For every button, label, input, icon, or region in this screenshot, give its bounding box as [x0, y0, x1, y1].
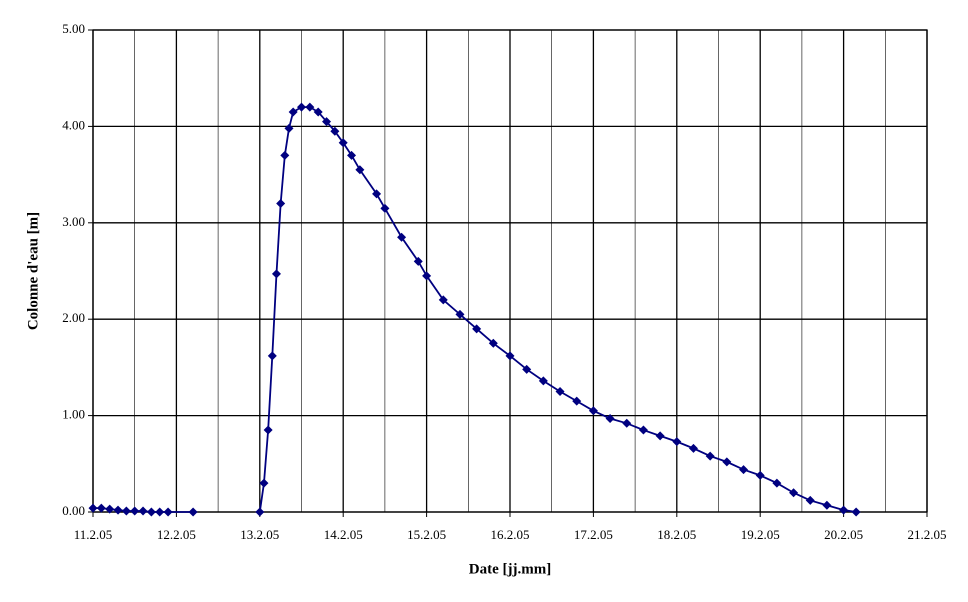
x-tick-label: 19.2.05 [741, 527, 780, 542]
data-point [555, 387, 565, 396]
data-point [130, 506, 140, 516]
data-point [472, 324, 482, 334]
x-tick-label: 13.2.05 [240, 527, 279, 542]
x-tick-label: 21.2.05 [908, 527, 947, 542]
y-tick-label: 2.00 [62, 310, 85, 325]
data-point [338, 138, 348, 148]
data-point [688, 443, 698, 453]
data-point [705, 451, 715, 461]
data-point [622, 418, 632, 428]
y-tick-label: 5.00 [62, 21, 85, 36]
data-point [313, 107, 323, 117]
y-axis-title: Colonne d'eau [m] [25, 212, 41, 330]
y-tick-label: 0.00 [62, 503, 85, 518]
x-tick-label: 18.2.05 [657, 527, 696, 542]
plot-frame [92, 29, 928, 513]
data-point [347, 150, 357, 160]
data-point [413, 256, 423, 266]
data-point [839, 505, 849, 515]
data-point [138, 506, 148, 516]
data-point [789, 488, 799, 498]
data-point [284, 123, 294, 133]
data-point [739, 465, 749, 475]
data-point [146, 507, 156, 517]
data-point [672, 437, 682, 447]
data-point [380, 203, 390, 213]
data-point [288, 107, 298, 117]
data-point [259, 478, 269, 488]
data-point [397, 232, 407, 242]
data-point [372, 189, 382, 199]
data-point [113, 505, 123, 515]
x-tick-label: 14.2.05 [324, 527, 363, 542]
data-point [297, 102, 306, 112]
x-tick-label: 15.2.05 [407, 527, 446, 542]
data-point [155, 507, 165, 517]
data-point [722, 457, 732, 467]
data-point [605, 413, 615, 423]
data-point [163, 507, 173, 517]
x-tick-label: 17.2.05 [574, 527, 613, 542]
data-point [330, 126, 340, 136]
data-point [638, 425, 648, 435]
data-point [755, 470, 765, 480]
data-point [96, 503, 106, 513]
data-point [488, 338, 498, 348]
data-point [280, 150, 290, 160]
data-point [88, 503, 98, 513]
y-tick-label: 4.00 [62, 117, 85, 132]
data-point [355, 165, 365, 175]
y-tick-label: 1.00 [62, 407, 85, 422]
data-point [305, 102, 315, 112]
data-point [455, 309, 465, 319]
x-tick-label: 20.2.05 [824, 527, 863, 542]
data-point [121, 506, 131, 516]
data-point [772, 478, 782, 488]
data-point [263, 425, 273, 435]
data-point [188, 507, 198, 517]
data-point [505, 351, 515, 361]
data-point [851, 507, 861, 517]
data-point [438, 295, 448, 305]
data-point [267, 351, 277, 361]
data-point [522, 364, 532, 374]
data-point [255, 507, 265, 517]
x-tick-label: 16.2.05 [491, 527, 530, 542]
data-point [271, 269, 281, 279]
data-point [572, 396, 582, 406]
data-point [538, 376, 548, 386]
data-point [276, 199, 286, 209]
x-tick-label: 11.2.05 [74, 527, 113, 542]
data-point [105, 504, 115, 514]
data-point [422, 271, 432, 281]
data-point [322, 117, 332, 127]
data-point [655, 431, 665, 441]
data-point [588, 406, 598, 416]
x-tick-label: 12.2.05 [157, 527, 196, 542]
y-tick-label: 3.00 [62, 214, 85, 229]
x-axis-title: Date [jj.mm] [469, 561, 551, 577]
data-point [822, 500, 832, 510]
data-point [805, 495, 815, 505]
